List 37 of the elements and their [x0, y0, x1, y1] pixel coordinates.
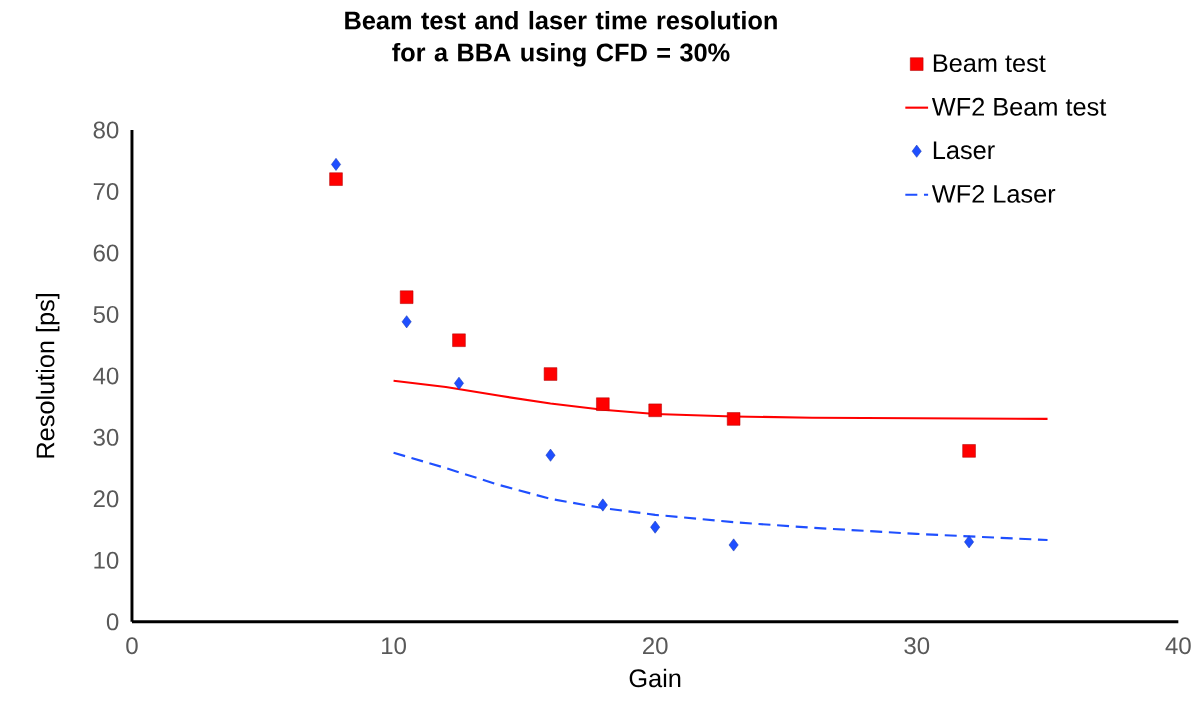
point [454, 376, 464, 390]
point [329, 172, 343, 186]
point [964, 535, 974, 549]
y-tick-label: 60 [93, 244, 119, 262]
point [728, 538, 739, 552]
point [545, 448, 556, 462]
x-tick-label: 10 [382, 637, 406, 655]
point [399, 290, 414, 304]
point [648, 403, 662, 418]
y-axis-title: Resolution [ps] [35, 294, 60, 458]
y-tick-label: 30 [93, 428, 119, 446]
legend-label: WF2 Beam test [931, 97, 1107, 116]
y-tick-label: 70 [93, 183, 119, 201]
y-tick-label: 20 [93, 490, 119, 508]
chart-title: Beam test and laser time resolution for a BBA using CFD = 30% [345, 11, 777, 67]
y-tick-label: 50 [93, 306, 119, 324]
y-tick-label: 10 [94, 551, 119, 569]
x-tick-label: 40 [1165, 637, 1191, 655]
y-tick-label: 80 [93, 121, 119, 139]
x-tick-label: 20 [643, 637, 668, 655]
point [650, 520, 661, 534]
point [331, 158, 341, 171]
y-tick-label: 0 [106, 613, 119, 631]
point [596, 397, 610, 411]
y-tick-label: 40 [93, 367, 119, 385]
point [962, 444, 976, 458]
legend-label: WF2 Laser [931, 185, 1056, 203]
x-tick-label: 0 [126, 637, 138, 655]
legend-label: Beam test [933, 54, 1046, 73]
point [726, 412, 741, 426]
point [401, 315, 412, 329]
x-axis-title: Gain [629, 668, 681, 688]
point [452, 333, 466, 348]
legend-label: Laser [933, 141, 995, 160]
point [543, 367, 558, 381]
x-tick-label: 30 [904, 637, 930, 655]
point [597, 498, 608, 512]
